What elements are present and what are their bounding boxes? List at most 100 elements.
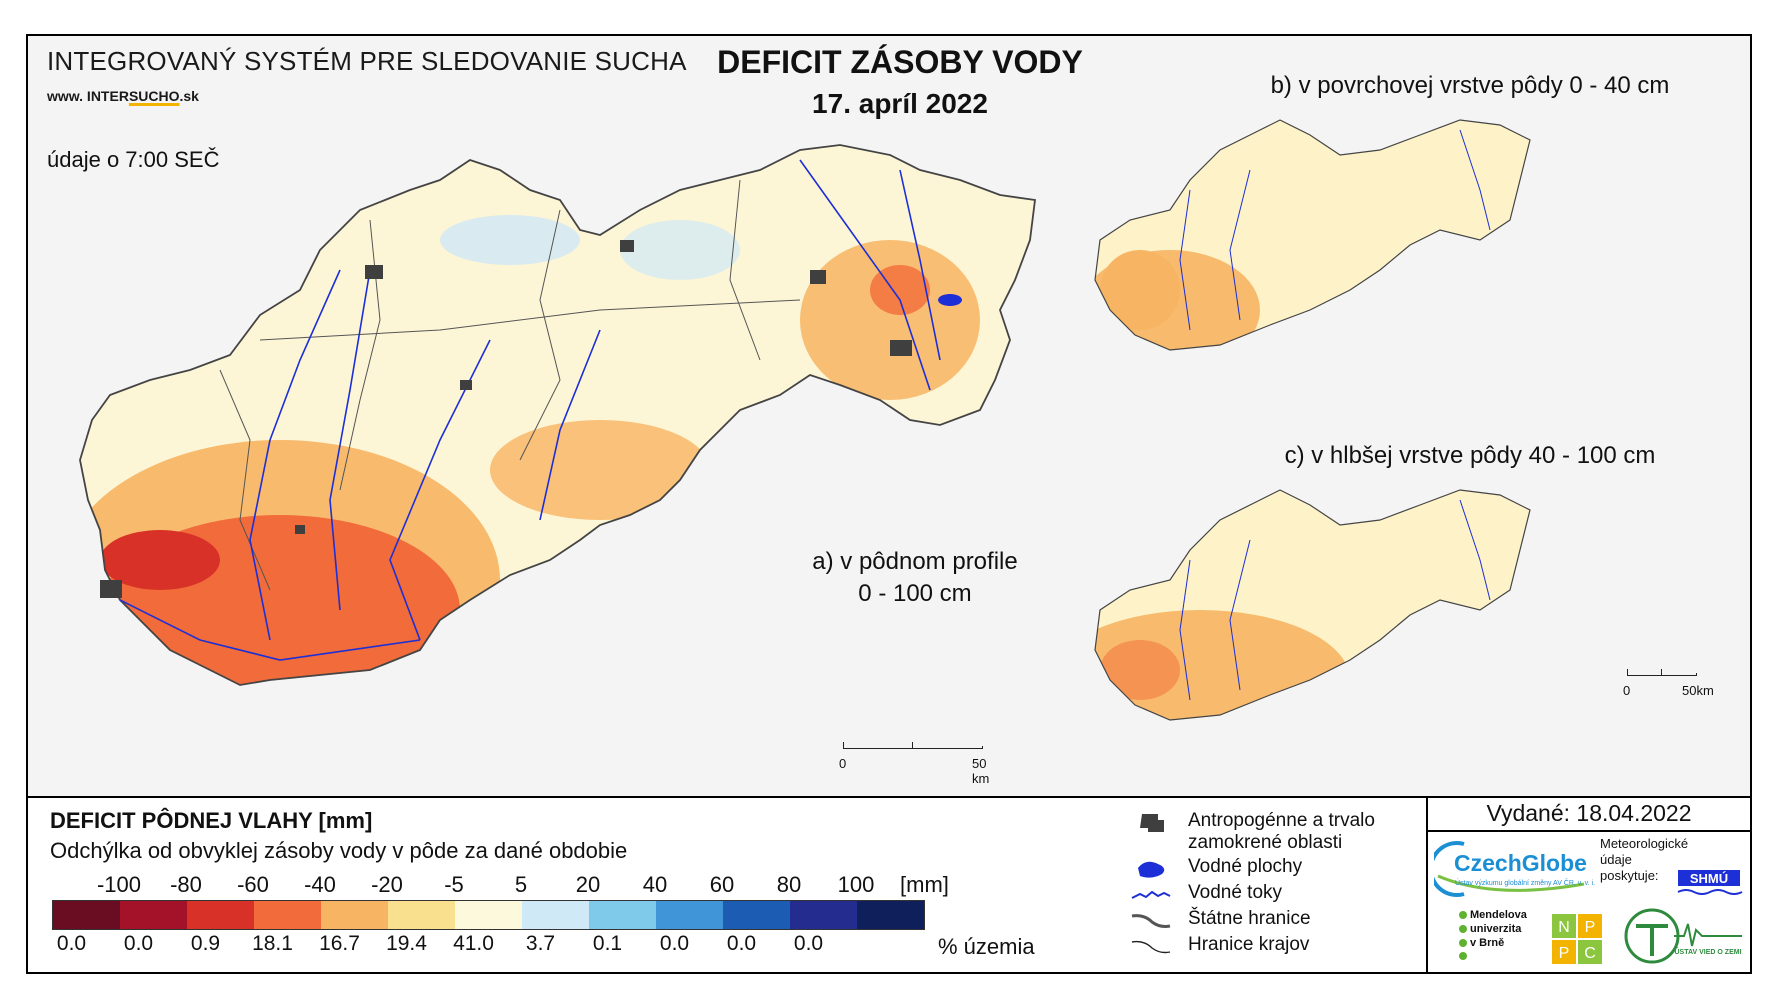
legend-tick-labels: -100 -80 -60 -40 -20 -5 5 20 40 60 80 100	[52, 872, 952, 900]
site-suffix: .sk	[179, 88, 199, 104]
legend-percentage: 41.0	[453, 932, 494, 955]
issued-date: Vydané: 18.04.2022	[1486, 800, 1692, 826]
nppc-letter: C	[1584, 945, 1596, 962]
legend-swatch	[120, 901, 187, 929]
meteo-line: údaje	[1600, 852, 1632, 867]
nppc-letter: P	[1585, 919, 1596, 936]
legend-swatch	[656, 901, 723, 929]
logos-panel	[1426, 796, 1752, 974]
scale-bar-segment	[843, 742, 913, 749]
legend-percentage: 0.0	[56, 932, 87, 955]
meteo-line: poskytuje:	[1600, 868, 1659, 883]
map-a-label-line2: 0 - 100 cm	[858, 580, 972, 607]
legend-percentages: 0.0 0.0 0.9 18.1 16.7 19.4 41.0 3.7 0.1 0.0 0.0 0.0	[52, 932, 872, 960]
region-border-icon	[1131, 940, 1171, 954]
legend-percentage: 0.1	[592, 932, 623, 955]
scale-bar-segment	[1662, 673, 1697, 676]
map-a-label: a) v pôdnom profile 0 - 100 cm	[750, 546, 1080, 610]
meteo-provider-note: Meteorologické údaje poskytuje:	[1600, 836, 1750, 884]
page-date: 17. apríl 2022	[812, 88, 988, 119]
scale-zero: 0	[839, 756, 847, 771]
legend-water-body: Vodné plochy	[1128, 856, 1302, 882]
legend-urban-area: Antropogénne a trvalo zamokrené oblasti	[1128, 810, 1375, 854]
legend-river: Vodné toky	[1128, 882, 1282, 908]
symbol-label: Štátne hranice	[1188, 908, 1311, 929]
surface-layer-map	[1094, 119, 1531, 351]
legend-percentage: 0.0	[123, 932, 154, 955]
mendel-university-logo: Mendelova univerzita v Brně	[1470, 908, 1527, 950]
state-border-icon	[1131, 914, 1171, 928]
czechglobe-name: CzechGlobe	[1454, 850, 1587, 876]
legend-percentage: 16.7	[319, 932, 360, 955]
legend-title: DEFICIT PÔDNEJ VLAHY [mm]	[50, 808, 373, 833]
scale-bar-small: 0 50km	[1623, 669, 1714, 699]
legend-tick: -20	[371, 872, 403, 897]
divider	[1426, 830, 1752, 832]
site-accent: SUCHO	[128, 88, 180, 104]
scale-bar-main: 0 50 km	[839, 742, 989, 786]
scale-end: 50km	[1682, 683, 1714, 698]
legend-tick: -80	[170, 872, 202, 897]
legend-swatch	[723, 901, 790, 929]
legend-tick: 60	[709, 872, 735, 897]
legend-swatch	[254, 901, 321, 929]
river-icon	[1131, 890, 1171, 899]
legend-swatch	[790, 901, 857, 929]
legend-swatch	[53, 901, 120, 929]
legend-swatch	[522, 901, 589, 929]
legend-swatch	[388, 901, 455, 929]
legend-swatch	[187, 901, 254, 929]
page-title: DEFICIT ZÁSOBY VODY	[717, 44, 1083, 80]
legend-percentage: 3.7	[525, 932, 556, 955]
map-a-label-line1: a) v pôdnom profile	[812, 548, 1018, 575]
main-drought-map	[79, 144, 1037, 686]
nppc-letter: N	[1558, 919, 1570, 936]
legend-tick: -100	[96, 872, 142, 897]
nppc-logo-icon: N P P C	[1552, 914, 1602, 964]
time-note: údaje o 7:00 SEČ	[47, 147, 220, 172]
mendel-line: univerzita	[1470, 923, 1522, 935]
earth-science-institute-logo-icon: ÚSTAV VIED O ZEMI	[1624, 908, 1742, 964]
czechglobe-logo-icon	[1434, 841, 1585, 897]
urban-area-icon	[1140, 814, 1164, 832]
symbol-label: Vodné plochy	[1188, 856, 1303, 877]
shmu-name: SHMÚ	[1690, 871, 1728, 886]
legend-tick: 80	[776, 872, 802, 897]
legend-swatch	[321, 901, 388, 929]
legend-tick: 40	[642, 872, 668, 897]
legend-percentage: 0.9	[190, 932, 221, 955]
uvz-name: ÚSTAV VIED O ZEMI	[1674, 947, 1741, 956]
legend-tick: 20	[575, 872, 601, 897]
legend-tick: 5	[514, 872, 528, 897]
scale-zero: 0	[1623, 683, 1631, 698]
water-body-icon	[1138, 861, 1165, 878]
legend-percent-unit: % územia	[938, 934, 1035, 959]
legend-color-bar	[52, 900, 925, 930]
mendel-line: Mendelova	[1470, 909, 1527, 921]
legend-percentage: 19.4	[386, 932, 427, 955]
system-title: INTEGROVANÝ SYSTÉM PRE SLEDOVANIE SUCHA	[47, 46, 687, 76]
symbol-label: Hranice krajov	[1188, 934, 1310, 955]
legend-percentage: 0.0	[659, 932, 690, 955]
legend-percentage: 0.0	[793, 932, 824, 955]
legend-region-border: Hranice krajov	[1128, 934, 1309, 960]
map-c-label: c) v hlbšej vrstve pôdy 40 - 100 cm	[1284, 442, 1656, 469]
website-link[interactable]: www. INTERSUCHO.sk	[47, 88, 199, 104]
legend-tick: -40	[304, 872, 336, 897]
czechglobe-subtitle: Ústav výzkumu globální změny AV ČR, v. v…	[1455, 880, 1596, 887]
legend-swatch	[455, 901, 522, 929]
nppc-letter: P	[1559, 945, 1570, 962]
scale-end: 50 km	[972, 756, 990, 786]
deep-layer-map	[1094, 489, 1531, 721]
map-b-label: b) v povrchovej vrstve pôdy 0 - 40 cm	[1270, 72, 1670, 99]
symbol-label: Vodné toky	[1188, 882, 1283, 903]
scale-bar-segment	[1627, 669, 1662, 676]
meteo-line: Meteorologické	[1600, 836, 1689, 851]
legend-subtitle: Odchýlka od obvyklej zásoby vody v pôde …	[50, 838, 628, 863]
legend-swatch	[857, 901, 924, 929]
legend-percentage: 18.1	[252, 932, 293, 955]
legend-tick: -60	[237, 872, 269, 897]
symbol-label: zamokrené oblasti	[1188, 832, 1343, 853]
legend-unit: [mm]	[900, 872, 949, 897]
mendel-dots-icon	[1459, 911, 1467, 960]
